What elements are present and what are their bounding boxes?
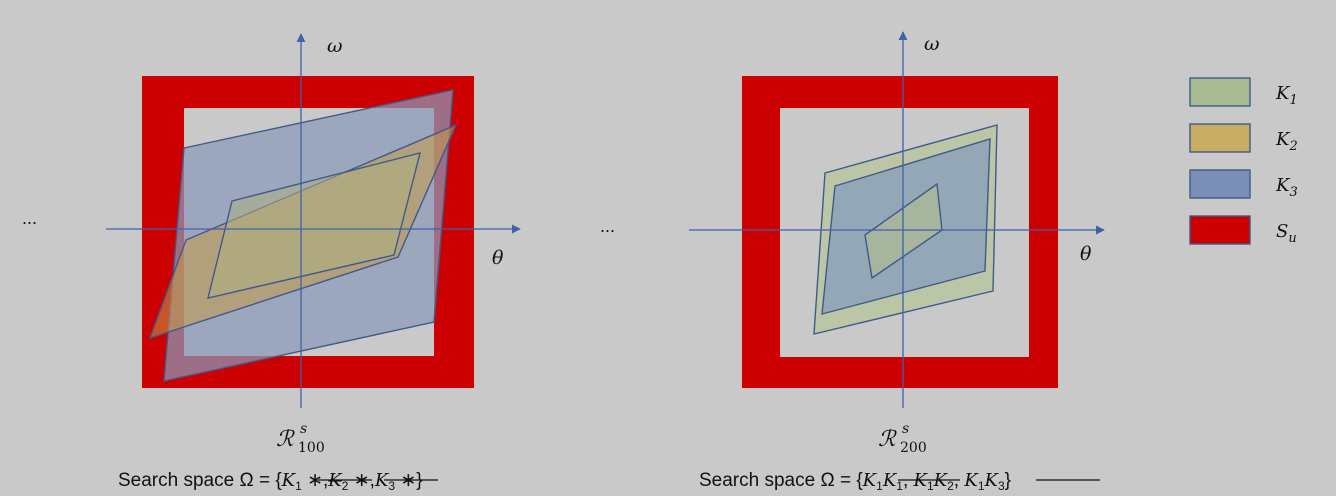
right-region-label: ℛ s 200 — [878, 421, 927, 456]
left-region-sub: 100 — [298, 440, 325, 456]
left-k1-region — [207, 152, 421, 299]
k2-swatch — [1189, 123, 1251, 153]
left-region-label: ℛ s 100 — [276, 421, 325, 456]
legend-label: K2 — [1275, 129, 1298, 154]
su-swatch — [1189, 215, 1251, 245]
legend-item: K1 — [1189, 77, 1298, 108]
left-caption: Search space Ω = {K1 ∗,K2 ∗,K3 ∗} — [118, 470, 423, 493]
k3-swatch — [1189, 169, 1251, 199]
right-region-base: ℛ — [878, 427, 897, 452]
right-unsafe-frame — [742, 76, 1058, 388]
legend: K1 K2 K3 Su — [1189, 77, 1298, 246]
right-caption: Search space Ω = {K1K1, K1K2, K1K3} — [699, 470, 1011, 493]
left-region-base: ℛ — [276, 427, 295, 452]
legend-item: Su — [1189, 215, 1297, 246]
right-ellipsis: ... — [600, 216, 615, 236]
left-region-sup: s — [300, 421, 307, 437]
right-panel: ... ω θ ℛ s 200 Search space Ω = {K1K1, … — [600, 31, 1105, 493]
right-omega-label: ω — [924, 33, 940, 55]
legend-label: K3 — [1275, 175, 1298, 200]
legend-label: K1 — [1275, 83, 1298, 108]
legend-label: Su — [1276, 221, 1297, 246]
legend-item: K3 — [1189, 169, 1298, 200]
left-omega-label: ω — [327, 35, 343, 57]
left-panel: ... ω θ ℛ s 100 Search space Ω = {K1 ∗,K… — [22, 33, 521, 493]
left-theta-label: θ — [492, 247, 504, 269]
left-ellipsis: ... — [22, 208, 37, 228]
right-region-sup: s — [902, 421, 909, 437]
legend-item: K2 — [1189, 123, 1298, 154]
right-region-sub: 200 — [900, 440, 927, 456]
k1-swatch — [1189, 77, 1251, 107]
right-theta-label: θ — [1080, 243, 1092, 265]
